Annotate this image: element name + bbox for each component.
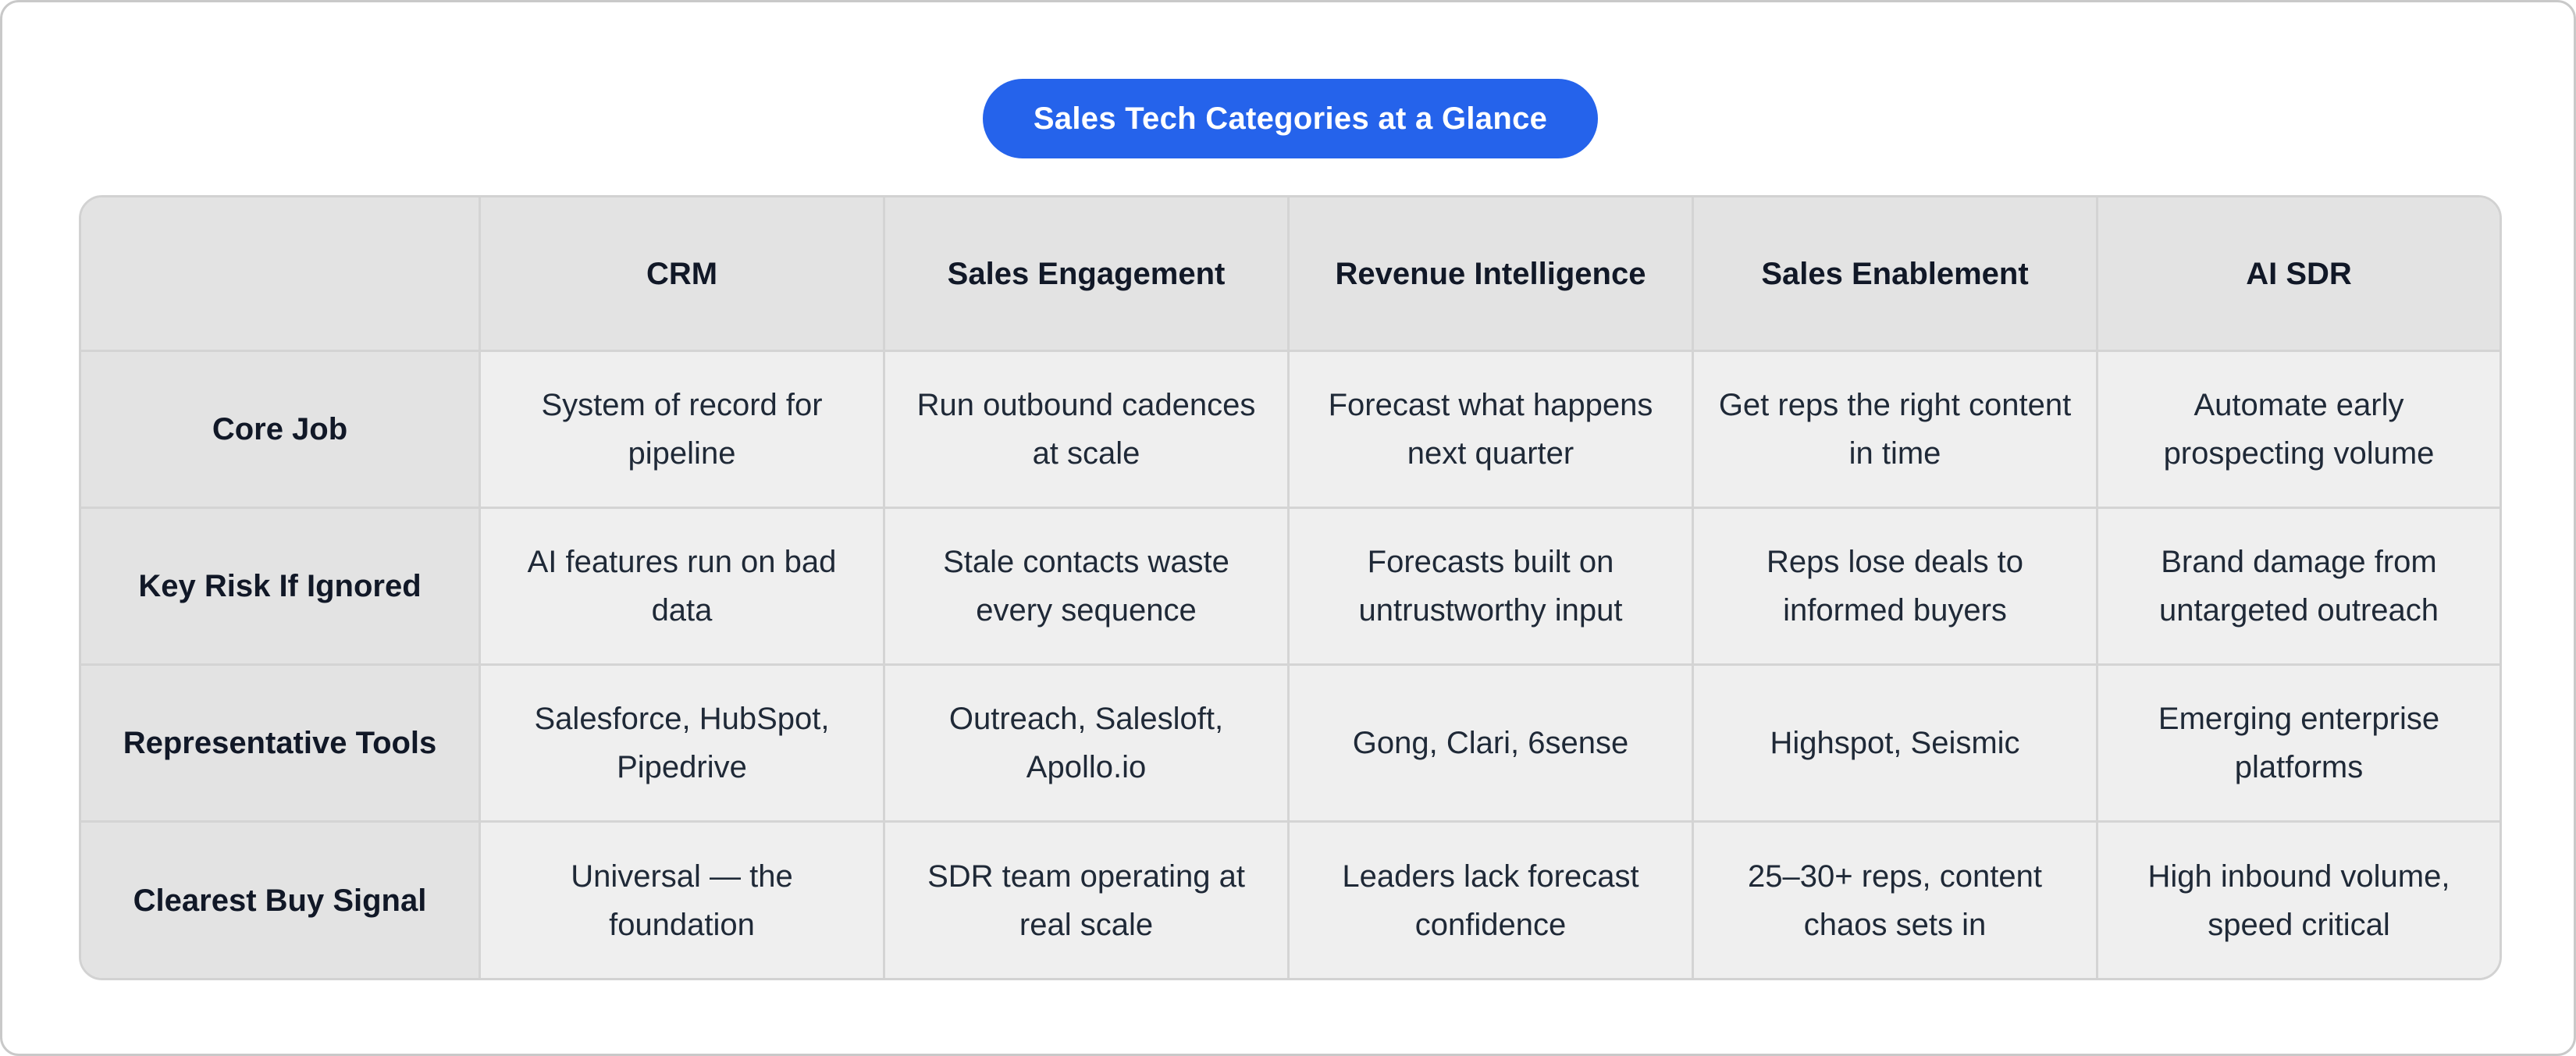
table-cell: Run outbound cadences at scale <box>885 352 1290 509</box>
table-cell: Automate early prospecting volume <box>2098 352 2500 509</box>
table-cell: Get reps the right content in time <box>1694 352 2098 509</box>
table-cell: Emerging enterprise platforms <box>2098 666 2500 823</box>
table-cell: Universal — the foundation <box>481 823 885 978</box>
table-cell: Stale contacts waste every sequence <box>885 509 1290 666</box>
row-label-representative-tools: Representative Tools <box>81 666 481 823</box>
table-cell: Highspot, Seismic <box>1694 666 2098 823</box>
header-sales-enablement: Sales Enablement <box>1694 197 2098 352</box>
header-sales-engagement: Sales Engagement <box>885 197 1290 352</box>
comparison-table: CRM Sales Engagement Revenue Intelligenc… <box>79 195 2502 980</box>
table-cell: Outreach, Salesloft, Apollo.io <box>885 666 1290 823</box>
header-crm: CRM <box>481 197 885 352</box>
row-label-key-risk: Key Risk If Ignored <box>81 509 481 666</box>
table-cell: Brand damage from untargeted outreach <box>2098 509 2500 666</box>
table-grid: CRM Sales Engagement Revenue Intelligenc… <box>81 197 2500 978</box>
header-revenue-intelligence: Revenue Intelligence <box>1290 197 1694 352</box>
table-cell: Reps lose deals to informed buyers <box>1694 509 2098 666</box>
table-cell: 25–30+ reps, content chaos sets in <box>1694 823 2098 978</box>
header-ai-sdr: AI SDR <box>2098 197 2500 352</box>
table-cell: Leaders lack forecast confidence <box>1290 823 1694 978</box>
row-label-clearest-buy-signal: Clearest Buy Signal <box>81 823 481 978</box>
table-cell: Gong, Clari, 6sense <box>1290 666 1694 823</box>
table-cell: AI features run on bad data <box>481 509 885 666</box>
title-badge: Sales Tech Categories at a Glance <box>983 79 1598 158</box>
table-cell: Salesforce, HubSpot, Pipedrive <box>481 666 885 823</box>
header-corner-cell <box>81 197 481 352</box>
table-cell: Forecast what happens next quarter <box>1290 352 1694 509</box>
row-label-core-job: Core Job <box>81 352 481 509</box>
table-cell: High inbound volume, speed critical <box>2098 823 2500 978</box>
table-cell: Forecasts built on untrustworthy input <box>1290 509 1694 666</box>
table-cell: SDR team operating at real scale <box>885 823 1290 978</box>
table-cell: System of record for pipeline <box>481 352 885 509</box>
